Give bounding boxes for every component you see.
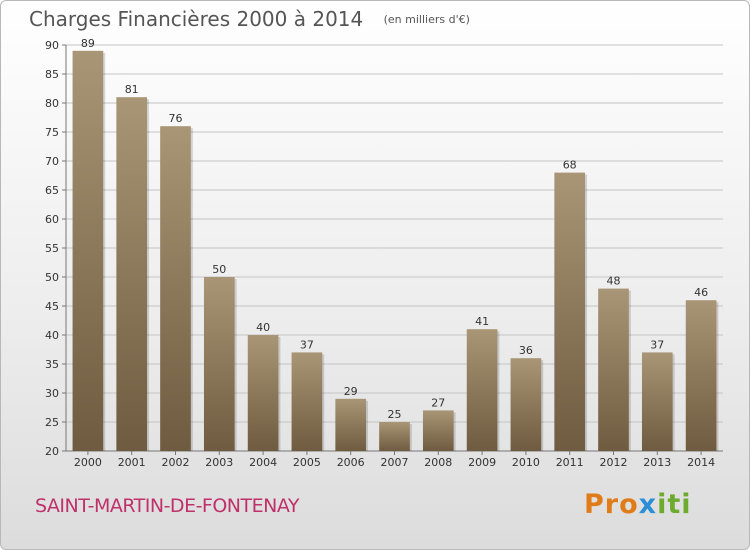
x-tick-label: 2011 xyxy=(556,456,584,469)
y-tick-label: 35 xyxy=(45,358,59,371)
x-tick-label: 2007 xyxy=(381,456,409,469)
value-label: 40 xyxy=(256,321,270,334)
value-label: 46 xyxy=(694,286,708,299)
chart-unit: (en milliers d'€) xyxy=(383,13,470,26)
bar xyxy=(554,172,586,451)
value-label: 37 xyxy=(650,338,664,351)
x-tick-labels: 2000 2001 2002 2003 2004 2005 2006 2007 2008 2009… xyxy=(74,456,715,469)
logo-part-2: x xyxy=(638,489,658,520)
bar xyxy=(598,288,629,451)
bar xyxy=(72,50,104,452)
chart-title-block: Charges Financières 2000 à 2014 (en mill… xyxy=(29,7,470,31)
y-tick-label: 90 xyxy=(45,39,59,52)
chart-title: Charges Financières 2000 à 2014 xyxy=(29,7,364,31)
bar xyxy=(641,352,673,451)
logo-part-1: Pro xyxy=(584,489,639,520)
value-label: 76 xyxy=(169,112,183,125)
x-tick-label: 2001 xyxy=(118,456,146,469)
y-tick-label: 75 xyxy=(45,126,59,139)
x-tick-label: 2010 xyxy=(512,456,540,469)
bar xyxy=(291,352,323,451)
bars xyxy=(72,50,719,452)
value-labels: 89 81 76 50 40 37 29 25 27 41 36 68 48 37 46 xyxy=(81,37,708,421)
x-tick-label: 2000 xyxy=(74,456,102,469)
bar xyxy=(116,97,148,451)
value-label: 81 xyxy=(125,83,139,96)
value-label: 25 xyxy=(388,408,402,421)
value-label: 48 xyxy=(607,275,621,288)
x-tick-label: 2012 xyxy=(600,456,628,469)
x-tick-label: 2005 xyxy=(293,456,321,469)
y-tick-label: 30 xyxy=(45,387,59,400)
y-tick-label: 60 xyxy=(45,213,59,226)
y-tick-label: 55 xyxy=(45,242,59,255)
value-label: 41 xyxy=(475,315,489,328)
y-tick-label: 25 xyxy=(45,416,59,429)
bar xyxy=(466,329,498,451)
commune-name: SAINT-MARTIN-DE-FONTENAY xyxy=(35,495,299,517)
x-tick-label: 2014 xyxy=(687,456,715,469)
y-tick-label: 45 xyxy=(45,300,59,313)
proxiti-logo[interactable]: Proxiti xyxy=(584,489,692,520)
y-tick-label: 40 xyxy=(45,329,59,342)
y-tick-label: 50 xyxy=(45,271,59,284)
bar xyxy=(422,410,454,451)
y-tick-labels: 20 25 30 35 40 45 50 55 60 65 70 75 80 85 90 xyxy=(45,39,59,458)
bar xyxy=(247,335,279,451)
x-tick-label: 2003 xyxy=(205,456,233,469)
bar xyxy=(379,422,410,451)
logo-part-3: iti xyxy=(657,489,692,520)
x-tick-label: 2002 xyxy=(162,456,190,469)
bar xyxy=(203,277,235,451)
x-tick-label: 2004 xyxy=(249,456,277,469)
y-tick-label: 80 xyxy=(45,97,59,110)
y-tick-label: 70 xyxy=(45,155,59,168)
x-tick-label: 2013 xyxy=(643,456,671,469)
x-tick-label: 2008 xyxy=(424,456,452,469)
bar xyxy=(160,126,191,451)
value-label: 36 xyxy=(519,344,533,357)
value-label: 29 xyxy=(344,385,358,398)
value-label: 50 xyxy=(212,263,226,276)
y-tick-label: 85 xyxy=(45,68,59,81)
x-tick-label: 2009 xyxy=(468,456,496,469)
value-label: 27 xyxy=(431,396,445,409)
y-tick-label: 20 xyxy=(45,445,59,458)
y-tick-label: 65 xyxy=(45,184,59,197)
value-label: 68 xyxy=(563,159,577,172)
x-tick-label: 2006 xyxy=(337,456,365,469)
bar xyxy=(335,398,367,451)
value-label: 89 xyxy=(81,37,95,50)
bar xyxy=(685,300,717,451)
bar xyxy=(510,358,542,451)
value-label: 37 xyxy=(300,338,314,351)
